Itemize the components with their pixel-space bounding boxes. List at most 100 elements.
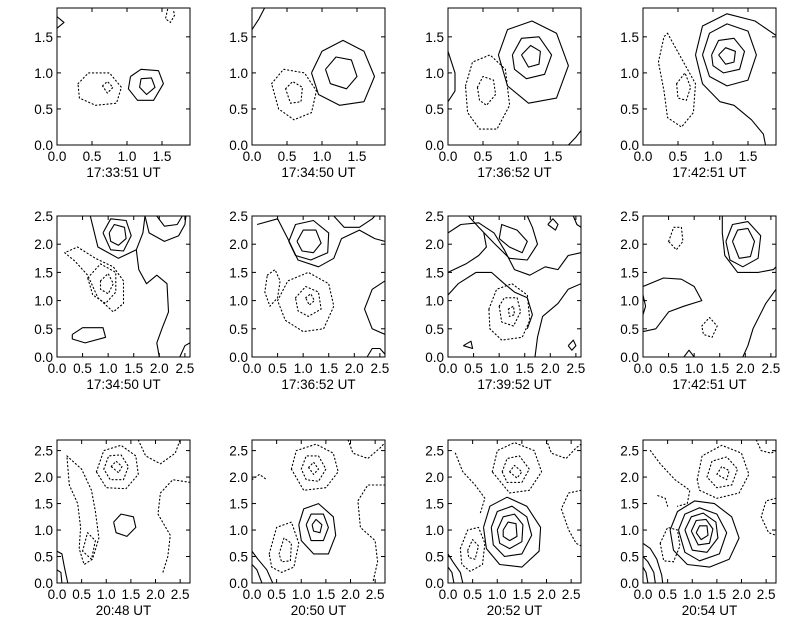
negative-contour [294, 285, 322, 317]
negative-contour [64, 246, 125, 313]
negative-contour [99, 272, 114, 295]
positive-contour [496, 513, 524, 550]
contour-lines [657, 13, 776, 145]
positive-contour [252, 8, 266, 30]
positive-contour [643, 294, 647, 315]
contour-lines [64, 216, 190, 357]
positive-contour [57, 16, 65, 29]
x-tick-label: 0.5 [659, 361, 678, 376]
positive-contour [366, 347, 385, 357]
negative-contour [77, 72, 122, 106]
y-tick-label: 1.0 [34, 66, 53, 81]
y-tick-label: 2.5 [620, 444, 639, 459]
negative-contour [498, 297, 522, 327]
y-tick-label: 1.5 [620, 497, 639, 512]
positive-contour [363, 280, 385, 335]
negative-contour [278, 537, 292, 563]
positive-contour [694, 13, 776, 56]
positive-contour [144, 216, 187, 242]
x-tick-label: 1.0 [313, 149, 332, 164]
x-tick-label: 2.5 [370, 361, 389, 376]
positive-contour [498, 223, 528, 254]
x-tick-label: 1.5 [153, 149, 172, 164]
contour-lines [448, 440, 581, 583]
negative-contour [103, 454, 129, 481]
x-tick-label: 0.0 [48, 587, 67, 602]
negative-contour [82, 532, 96, 560]
y-tick-label: 0.5 [229, 550, 248, 565]
panel-frame [251, 439, 386, 584]
contour-lines [448, 20, 581, 145]
negative-contour [760, 497, 776, 536]
positive-contour [497, 20, 569, 104]
panel-time-label: 20:52 UT [487, 603, 543, 618]
negative-contour [657, 495, 669, 507]
y-tick-label: 2.5 [34, 209, 53, 224]
y-tick-label: 2.0 [425, 237, 444, 252]
x-tick-label: 0.0 [48, 361, 67, 376]
x-tick-label: 1.0 [99, 361, 118, 376]
x-tick-label: 0.5 [278, 149, 297, 164]
y-tick-label: 1.0 [425, 66, 444, 81]
panel-time-label: 17:33:51 UT [86, 165, 160, 180]
y-tick-label: 1.0 [229, 523, 248, 538]
y-tick-label: 1.0 [34, 294, 53, 309]
x-tick-label: 0.5 [669, 149, 688, 164]
positive-contour [502, 521, 518, 542]
contour-lines [643, 440, 776, 583]
x-tick-label: 0.0 [439, 587, 458, 602]
positive-contour [448, 271, 533, 329]
panel-frame [642, 439, 777, 584]
y-tick-label: 0.0 [34, 576, 53, 591]
panel-time-label: 17:36:52 UT [477, 165, 551, 180]
positive-contour [256, 218, 385, 268]
contour-panel: 0.0 0.5 1.0 1.50.00.51.01.517:36:52 UT [425, 7, 582, 180]
positive-contour [711, 37, 746, 74]
contour-panel: 0.0 0.5 1.0 1.50.00.51.01.517:33:51 UT [34, 7, 191, 180]
y-tick-label: 0.0 [229, 576, 248, 591]
contour-lines [256, 216, 385, 357]
y-tick-label: 1.5 [229, 30, 248, 45]
negative-contour [157, 479, 190, 573]
contour-lines [448, 216, 581, 357]
negative-contour [101, 80, 114, 94]
y-tick-label: 1.0 [620, 66, 639, 81]
y-tick-label: 0.0 [229, 350, 248, 365]
x-tick-label: 0.0 [243, 587, 262, 602]
negative-contour [66, 455, 100, 566]
positive-contour [742, 288, 776, 357]
x-tick-label: 2.0 [541, 361, 560, 376]
positive-contour [690, 518, 714, 546]
x-tick-label: 0.5 [474, 149, 493, 164]
positive-contour [694, 54, 767, 145]
panel-frame [251, 215, 386, 358]
x-tick-label: 0.0 [634, 361, 653, 376]
y-tick-label: 0.0 [425, 350, 444, 365]
x-tick-label: 0.5 [83, 149, 102, 164]
contour-lines [252, 440, 385, 583]
y-tick-label: 0.5 [620, 550, 639, 565]
positive-contour [684, 512, 719, 553]
positive-contour [669, 500, 740, 568]
x-tick-label: 1.5 [319, 361, 338, 376]
y-tick-label: 0.5 [229, 322, 248, 337]
x-tick-label: 2.0 [341, 587, 360, 602]
y-tick-label: 2.0 [425, 470, 444, 485]
positive-contour [568, 130, 581, 145]
panel-frame [447, 7, 582, 146]
x-tick-label: 0.0 [634, 587, 653, 602]
panel-frame [56, 215, 191, 358]
positive-contour [683, 349, 695, 357]
y-tick-label: 0.0 [34, 350, 53, 365]
x-tick-label: 1.5 [544, 149, 563, 164]
x-tick-label: 0.5 [658, 587, 677, 602]
contour-panel: 0.0 0.5 1.0 1.5 2.0 2.5 0.0 0.5 1.0 1.5 2.0 2.5 20:5… [620, 439, 777, 618]
x-tick-label: 1.5 [348, 149, 367, 164]
y-tick-label: 0.0 [229, 138, 248, 153]
negative-contour [347, 440, 385, 460]
positive-contour [482, 496, 542, 568]
positive-contour [71, 327, 107, 344]
negative-contour [271, 68, 317, 121]
positive-contour [113, 513, 137, 537]
